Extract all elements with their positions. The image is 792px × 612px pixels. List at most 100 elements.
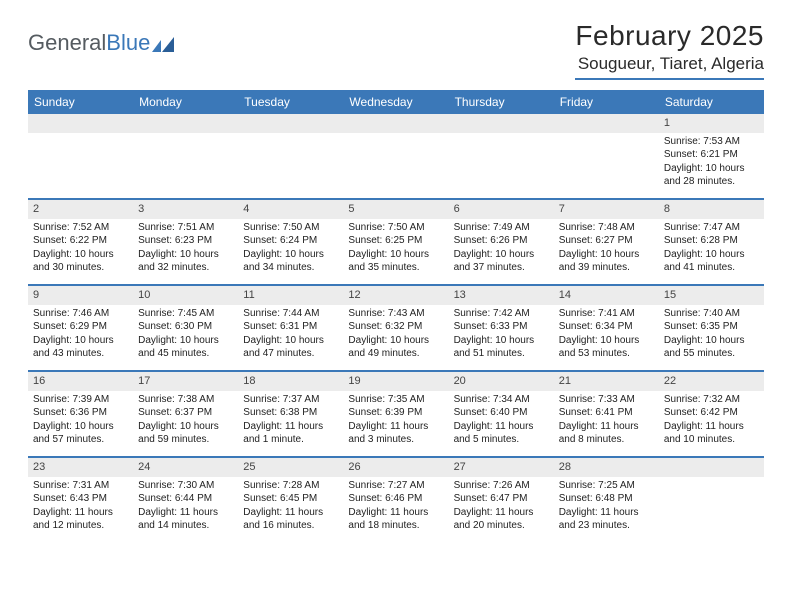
daylight-text: Daylight: 11 hours and 20 minutes. [454, 506, 549, 533]
sunrise-text: Sunrise: 7:40 AM [664, 307, 759, 321]
day-cell [133, 114, 238, 198]
day-number [449, 114, 554, 133]
sunrise-text: Sunrise: 7:32 AM [664, 393, 759, 407]
day-number: 18 [238, 372, 343, 391]
day-cell: 20Sunrise: 7:34 AMSunset: 6:40 PMDayligh… [449, 372, 554, 456]
day-number: 22 [659, 372, 764, 391]
sunset-text: Sunset: 6:37 PM [138, 406, 233, 420]
day-number: 2 [28, 200, 133, 219]
day-number [554, 114, 659, 133]
day-number [238, 114, 343, 133]
day-body [28, 133, 133, 193]
day-cell: 18Sunrise: 7:37 AMSunset: 6:38 PMDayligh… [238, 372, 343, 456]
day-cell [28, 114, 133, 198]
sunrise-text: Sunrise: 7:31 AM [33, 479, 128, 493]
sunrise-text: Sunrise: 7:27 AM [348, 479, 443, 493]
daylight-text: Daylight: 11 hours and 18 minutes. [348, 506, 443, 533]
day-body: Sunrise: 7:34 AMSunset: 6:40 PMDaylight:… [449, 391, 554, 450]
sunset-text: Sunset: 6:29 PM [33, 320, 128, 334]
dow-tuesday: Tuesday [238, 90, 343, 114]
day-body [659, 477, 764, 537]
sunrise-text: Sunrise: 7:47 AM [664, 221, 759, 235]
day-number: 23 [28, 458, 133, 477]
day-cell: 22Sunrise: 7:32 AMSunset: 6:42 PMDayligh… [659, 372, 764, 456]
day-cell [449, 114, 554, 198]
day-number: 4 [238, 200, 343, 219]
day-body: Sunrise: 7:30 AMSunset: 6:44 PMDaylight:… [133, 477, 238, 536]
day-cell: 27Sunrise: 7:26 AMSunset: 6:47 PMDayligh… [449, 458, 554, 542]
sunset-text: Sunset: 6:35 PM [664, 320, 759, 334]
day-cell: 8Sunrise: 7:47 AMSunset: 6:28 PMDaylight… [659, 200, 764, 284]
week-row: 9 Sunrise: 7:46 AMSunset: 6:29 PM Daylight… [28, 286, 764, 372]
sunset-text: Sunset: 6:33 PM [454, 320, 549, 334]
daylight-text: Daylight: 11 hours and 12 minutes. [33, 506, 128, 533]
sunset-text: Sunset: 6:22 PM [33, 234, 128, 248]
sunset-text: Sunset: 6:31 PM [243, 320, 338, 334]
logo-text-part2: Blue [106, 30, 150, 56]
day-number: 16 [28, 372, 133, 391]
day-number: 27 [449, 458, 554, 477]
day-number: 8 [659, 200, 764, 219]
logo-mark-icon [152, 34, 180, 52]
day-number: 1 [659, 114, 764, 133]
day-cell: 12Sunrise: 7:43 AMSunset: 6:32 PMDayligh… [343, 286, 448, 370]
day-cell [659, 458, 764, 542]
day-number: 11 [238, 286, 343, 305]
sunrise-text: Sunrise: 7:30 AM [138, 479, 233, 493]
day-cell: 1Sunrise: 7:53 AMSunset: 6:21 PMDaylight… [659, 114, 764, 198]
day-cell: 9Sunrise: 7:46 AMSunset: 6:29 PMDaylight… [28, 286, 133, 370]
day-cell: 21Sunrise: 7:33 AMSunset: 6:41 PMDayligh… [554, 372, 659, 456]
day-number: 6 [449, 200, 554, 219]
dow-thursday: Thursday [449, 90, 554, 114]
dow-wednesday: Wednesday [343, 90, 448, 114]
day-cell: 28Sunrise: 7:25 AMSunset: 6:48 PMDayligh… [554, 458, 659, 542]
day-cell: 5Sunrise: 7:50 AMSunset: 6:25 PMDaylight… [343, 200, 448, 284]
day-number: 9 [28, 286, 133, 305]
dow-friday: Friday [554, 90, 659, 114]
sunrise-text: Sunrise: 7:50 AM [348, 221, 443, 235]
sunrise-text: Sunrise: 7:44 AM [243, 307, 338, 321]
week-row: 16Sunrise: 7:39 AMSunset: 6:36 PMDayligh… [28, 372, 764, 458]
day-number: 25 [238, 458, 343, 477]
day-number: 13 [449, 286, 554, 305]
day-cell: 23Sunrise: 7:31 AMSunset: 6:43 PMDayligh… [28, 458, 133, 542]
daylight-text: Daylight: 10 hours and 53 minutes. [559, 334, 654, 361]
day-cell: 6Sunrise: 7:49 AMSunset: 6:26 PMDaylight… [449, 200, 554, 284]
day-body: Sunrise: 7:48 AMSunset: 6:27 PMDaylight:… [554, 219, 659, 278]
sunset-text: Sunset: 6:26 PM [454, 234, 549, 248]
day-body: Sunrise: 7:52 AMSunset: 6:22 PMDaylight:… [28, 219, 133, 278]
day-body: Sunrise: 7:45 AMSunset: 6:30 PMDaylight:… [133, 305, 238, 364]
day-body: Sunrise: 7:49 AMSunset: 6:26 PMDaylight:… [449, 219, 554, 278]
calendar-page: GeneralBlue February 2025 Sougueur, Tiar… [0, 0, 792, 542]
day-body: Sunrise: 7:25 AMSunset: 6:48 PMDaylight:… [554, 477, 659, 536]
day-cell: 3Sunrise: 7:51 AMSunset: 6:23 PMDaylight… [133, 200, 238, 284]
day-body: Sunrise: 7:39 AMSunset: 6:36 PMDaylight:… [28, 391, 133, 450]
sunset-text: Sunset: 6:46 PM [348, 492, 443, 506]
page-header: GeneralBlue February 2025 Sougueur, Tiar… [28, 20, 764, 80]
dow-saturday: Saturday [659, 90, 764, 114]
day-number: 15 [659, 286, 764, 305]
title-block: February 2025 Sougueur, Tiaret, Algeria [575, 20, 764, 80]
week-row: 2Sunrise: 7:52 AMSunset: 6:22 PMDaylight… [28, 200, 764, 286]
day-cell: 4Sunrise: 7:50 AMSunset: 6:24 PMDaylight… [238, 200, 343, 284]
logo-text-part1: General [28, 30, 106, 56]
daylight-text: Daylight: 10 hours and 28 minutes. [664, 162, 759, 189]
sunset-text: Sunset: 6:41 PM [559, 406, 654, 420]
day-number [28, 114, 133, 133]
sunset-text: Sunset: 6:25 PM [348, 234, 443, 248]
daylight-text: Daylight: 10 hours and 37 minutes. [454, 248, 549, 275]
sunrise-text: Sunrise: 7:46 AM [33, 307, 128, 321]
sunset-text: Sunset: 6:21 PM [664, 148, 759, 162]
day-body: Sunrise: 7:32 AMSunset: 6:42 PMDaylight:… [659, 391, 764, 450]
day-number: 10 [133, 286, 238, 305]
sunrise-text: Sunrise: 7:51 AM [138, 221, 233, 235]
day-cell: 17Sunrise: 7:38 AMSunset: 6:37 PMDayligh… [133, 372, 238, 456]
sunset-text: Sunset: 6:38 PM [243, 406, 338, 420]
sunrise-text: Sunrise: 7:49 AM [454, 221, 549, 235]
daylight-text: Daylight: 11 hours and 16 minutes. [243, 506, 338, 533]
daylight-text: Daylight: 10 hours and 51 minutes. [454, 334, 549, 361]
day-body: Sunrise: 7:35 AMSunset: 6:39 PMDaylight:… [343, 391, 448, 450]
day-cell: 2Sunrise: 7:52 AMSunset: 6:22 PMDaylight… [28, 200, 133, 284]
sunrise-text: Sunrise: 7:50 AM [243, 221, 338, 235]
daylight-text: Daylight: 11 hours and 3 minutes. [348, 420, 443, 447]
